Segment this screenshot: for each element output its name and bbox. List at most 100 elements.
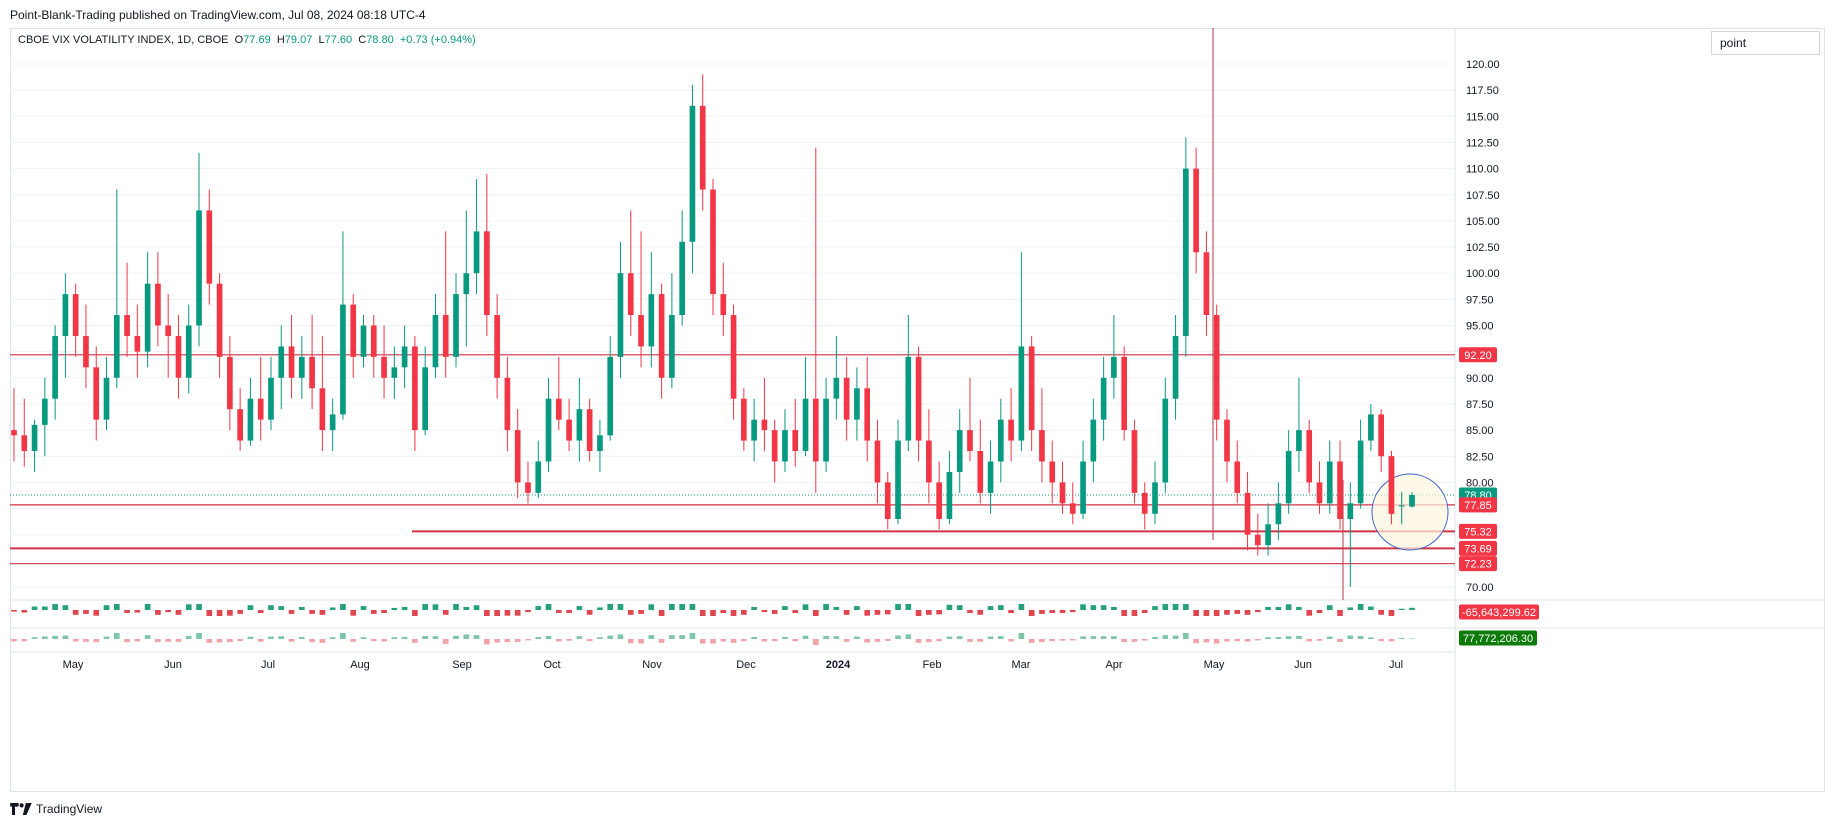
oscillator-bar: [1398, 637, 1405, 639]
oscillator-bar: [792, 639, 799, 642]
oscillator-bar: [42, 636, 48, 639]
oscillator-bar: [751, 636, 757, 639]
oscillator-bar: [52, 635, 58, 639]
candle-body: [638, 315, 644, 347]
price-label-text: 72.23: [1464, 559, 1492, 571]
oscillator-bar: [1234, 639, 1241, 642]
volume-bar: [535, 606, 542, 610]
volume-bar: [1337, 610, 1343, 616]
volume-bar: [1357, 604, 1364, 610]
oscillator-bar: [83, 639, 89, 642]
candle-body: [607, 356, 614, 436]
volume-bar: [1224, 610, 1230, 615]
candle-body: [1152, 482, 1158, 514]
candle-body: [360, 325, 367, 357]
oscillator-bar: [997, 636, 1004, 639]
oscillator-bar: [124, 639, 130, 643]
candle-body: [1368, 414, 1374, 441]
volume-bar: [62, 605, 69, 610]
oscillator-bar: [926, 639, 932, 643]
candle-body: [576, 409, 583, 441]
oscillator-bar: [391, 637, 398, 639]
volume-bar: [710, 610, 716, 616]
candle-body: [1162, 398, 1169, 483]
price-unit-button[interactable]: point: [1711, 31, 1820, 55]
volume-bar: [360, 606, 367, 610]
candle-body: [83, 335, 89, 368]
candle-body: [401, 346, 408, 368]
footer-brand[interactable]: TradingView: [10, 802, 102, 816]
oscillator-bar: [1347, 635, 1354, 639]
candle-body: [268, 377, 274, 420]
candle-body: [144, 283, 151, 352]
volume-bar: [525, 610, 531, 613]
volume-bar: [350, 610, 357, 616]
oscillator-bar: [555, 639, 562, 642]
volume-bar: [1069, 610, 1076, 613]
volume-bar: [42, 606, 48, 610]
candle-body: [103, 377, 110, 420]
oscillator-bar: [936, 639, 942, 642]
volume-bar: [730, 610, 737, 616]
oscillator-bar: [185, 636, 192, 639]
oscillator-bar: [1090, 636, 1097, 639]
candle-body: [422, 367, 429, 431]
candle-body: [278, 346, 285, 378]
volume-bar: [627, 610, 634, 615]
price-label-text: 92.20: [1464, 350, 1492, 362]
candle-body: [309, 356, 315, 389]
candle-body: [247, 398, 254, 441]
candle-body: [566, 419, 572, 441]
candle-body: [535, 461, 542, 493]
candle-body: [895, 440, 901, 520]
candle-body: [936, 482, 942, 520]
volume-bar: [1100, 605, 1107, 610]
candle-body: [494, 315, 500, 378]
oscillator-bar: [288, 639, 295, 642]
volume-bar: [761, 610, 768, 613]
oscillator-bar: [730, 639, 737, 643]
volume-bar: [1296, 607, 1302, 610]
candle-body: [1265, 524, 1271, 546]
volume-bar: [1234, 610, 1241, 614]
oscillator-bar: [401, 636, 408, 639]
volume-bar: [21, 610, 28, 613]
volume-bar: [997, 605, 1004, 610]
volume-bar: [93, 610, 100, 616]
volume-bar: [504, 610, 511, 616]
oscillator-bar: [1131, 639, 1138, 642]
volume-bar: [1141, 610, 1148, 613]
candle-body: [761, 419, 768, 431]
y-tick-label: 112.50: [1466, 137, 1499, 149]
oscillator-bar: [586, 639, 593, 642]
candle-body: [1203, 252, 1210, 316]
volume-bar: [185, 604, 192, 610]
y-tick-label: 115.00: [1466, 111, 1499, 123]
candle-body: [751, 419, 757, 441]
candle-body: [473, 231, 480, 274]
oscillator-bar: [340, 633, 346, 639]
publish-info: Point-Blank-Trading published on Trading…: [10, 8, 426, 22]
volume-bar: [843, 610, 850, 615]
candle-body: [1357, 440, 1364, 504]
price-label-text: 77.85: [1464, 500, 1492, 512]
oscillator-bar: [237, 639, 243, 642]
volume-bar: [586, 610, 593, 615]
oscillator-bar: [1100, 636, 1107, 639]
candle-body: [185, 325, 192, 378]
candle-body: [1398, 505, 1405, 507]
candle-body: [525, 482, 531, 493]
volume-bar: [124, 610, 130, 613]
candle-body: [1121, 356, 1128, 431]
oscillator-bar: [360, 637, 367, 639]
oscillator-bar: [473, 635, 480, 639]
oscillator-bar: [196, 633, 202, 639]
volume-bar: [113, 604, 120, 610]
y-tick-label: 70.00: [1466, 582, 1494, 594]
oscillator-bar: [535, 637, 542, 639]
volume-label: [1459, 604, 1539, 620]
candle-body: [21, 435, 28, 452]
candle-body: [1100, 377, 1107, 420]
oscillator-bar: [1172, 635, 1179, 639]
